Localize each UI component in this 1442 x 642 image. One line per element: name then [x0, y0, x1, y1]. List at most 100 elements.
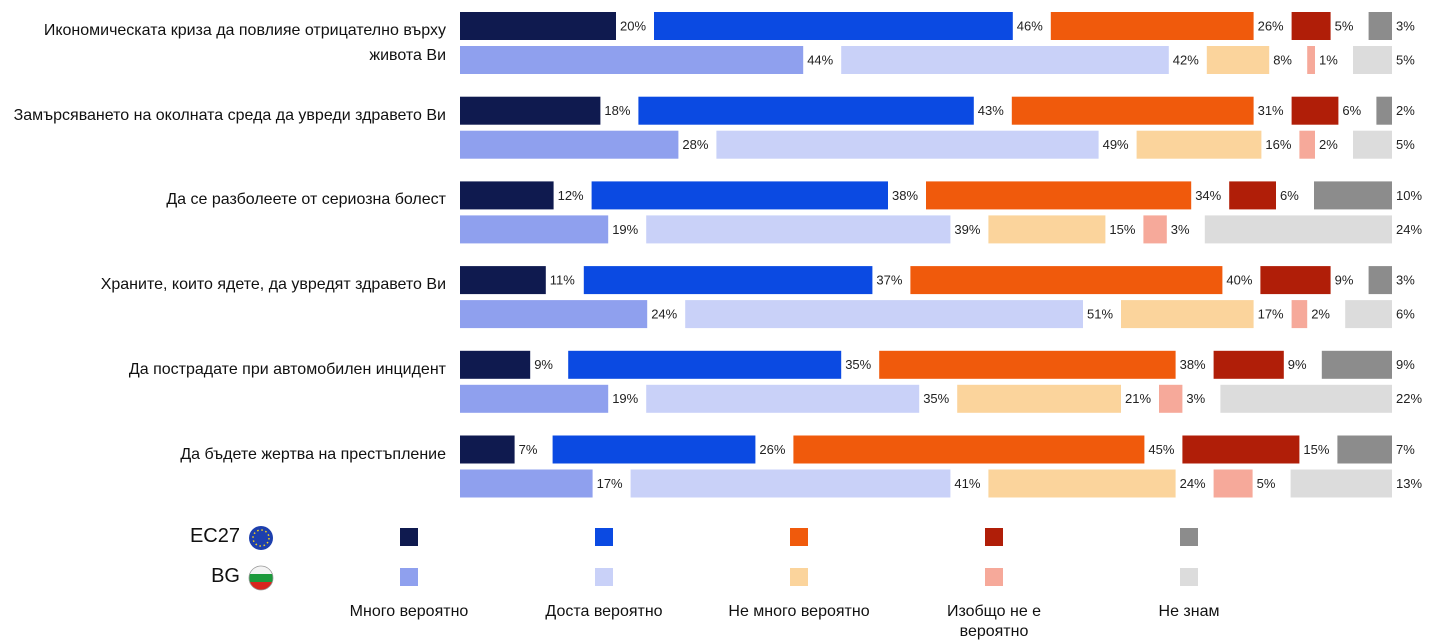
value-label: 9%: [1335, 273, 1354, 288]
legend-label: Много вероятно: [349, 603, 469, 620]
bar-segment: [926, 181, 1192, 210]
eu-flag-icon: [249, 526, 273, 550]
bar-segment: [1182, 435, 1300, 464]
value-label: 16%: [1265, 137, 1291, 152]
bar-segment: [654, 12, 1013, 40]
value-label: 7%: [519, 442, 538, 457]
bar-segment: [957, 384, 1121, 413]
bar-segment: [1376, 96, 1392, 125]
bar-segment: [685, 300, 1083, 329]
value-label: 5%: [1396, 137, 1415, 152]
value-label: 3%: [1396, 18, 1415, 33]
legend-swatch: [595, 568, 613, 586]
bar-segment: [460, 215, 609, 244]
bar-segment: [646, 215, 951, 244]
bar-segment: [646, 384, 920, 413]
bar-segment: [879, 350, 1176, 379]
value-label: 19%: [612, 391, 638, 406]
bar-segment: [1159, 384, 1183, 413]
bar-segment: [460, 130, 679, 159]
bar-segment: [1314, 181, 1392, 210]
value-label: 3%: [1186, 391, 1205, 406]
bar-segment: [1368, 12, 1392, 40]
category-label: Храните, които ядете, да увредят здравет…: [100, 276, 446, 294]
bar-segment: [793, 435, 1145, 464]
bar-segment: [1291, 12, 1331, 40]
value-label: 51%: [1087, 307, 1113, 322]
category-label: Да пострадате при автомобилен инцидент: [128, 360, 446, 378]
bar-segment: [910, 266, 1223, 295]
bar-segment: [460, 12, 616, 40]
value-label: 19%: [612, 222, 638, 237]
value-label: 45%: [1148, 442, 1174, 457]
bar-segment: [1291, 96, 1339, 125]
value-label: 24%: [1180, 476, 1206, 491]
value-label: 31%: [1258, 103, 1284, 118]
value-label: 34%: [1195, 188, 1221, 203]
bar-segment: [460, 350, 531, 379]
value-label: 9%: [534, 357, 553, 372]
bar-segment: [1121, 300, 1254, 329]
bar-segment: [1291, 300, 1308, 329]
value-label: 24%: [1396, 222, 1422, 237]
bar-segment: [988, 469, 1176, 498]
value-label: 2%: [1396, 103, 1415, 118]
bar-segment: [460, 300, 648, 329]
value-label: 26%: [1258, 18, 1284, 33]
value-label: 41%: [954, 476, 980, 491]
value-label: 42%: [1173, 52, 1199, 67]
value-label: 3%: [1396, 273, 1415, 288]
bar-segment: [1136, 130, 1262, 159]
value-label: 20%: [620, 18, 646, 33]
legend-swatch: [400, 528, 418, 546]
value-label: 35%: [845, 357, 871, 372]
category-label: Замърсяването на околната среда да увред…: [13, 106, 446, 124]
value-label: 10%: [1396, 188, 1422, 203]
value-label: 2%: [1319, 137, 1338, 152]
value-label: 5%: [1257, 476, 1276, 491]
legend-label: Изобщо не е вероятно: [946, 603, 1042, 640]
bar-segment: [1229, 181, 1276, 210]
value-label: 6%: [1280, 188, 1299, 203]
legend-swatch: [985, 528, 1003, 546]
legend-swatch: [790, 568, 808, 586]
bg-flag-icon: [248, 565, 274, 591]
bar-segment: [1143, 215, 1167, 244]
bar-segment: [1204, 215, 1392, 244]
bar-segment: [1345, 300, 1392, 329]
value-label: 15%: [1303, 442, 1329, 457]
bar-segment: [841, 46, 1169, 74]
bar-segment: [1307, 46, 1315, 74]
category-label: Да бъдете жертва на престъпление: [180, 445, 446, 463]
legend-swatch: [1180, 568, 1198, 586]
bar-segment: [1290, 469, 1392, 498]
value-label: 43%: [978, 103, 1004, 118]
value-label: 35%: [923, 391, 949, 406]
value-label: 38%: [1180, 357, 1206, 372]
bar-segment: [460, 435, 515, 464]
bar-segment: [1353, 46, 1392, 74]
value-label: 2%: [1311, 307, 1330, 322]
bar-segment: [630, 469, 951, 498]
legend-swatch: [400, 568, 418, 586]
legend-swatch: [985, 568, 1003, 586]
bar-segment: [1050, 12, 1254, 40]
value-label: 6%: [1342, 103, 1361, 118]
bar-segment: [716, 130, 1099, 159]
bar-segment: [1213, 350, 1284, 379]
value-label: 37%: [876, 273, 902, 288]
value-label: 28%: [682, 137, 708, 152]
bar-segment: [583, 266, 873, 295]
bar-segment: [1299, 130, 1315, 159]
legend-label: Доста вероятно: [545, 603, 663, 620]
bar-segment: [591, 181, 888, 210]
value-label: 7%: [1396, 442, 1415, 457]
value-label: 9%: [1396, 357, 1415, 372]
value-label: 1%: [1319, 52, 1338, 67]
bar-segment: [1206, 46, 1270, 74]
value-label: 38%: [892, 188, 918, 203]
value-label: 12%: [558, 188, 584, 203]
value-label: 13%: [1396, 476, 1422, 491]
